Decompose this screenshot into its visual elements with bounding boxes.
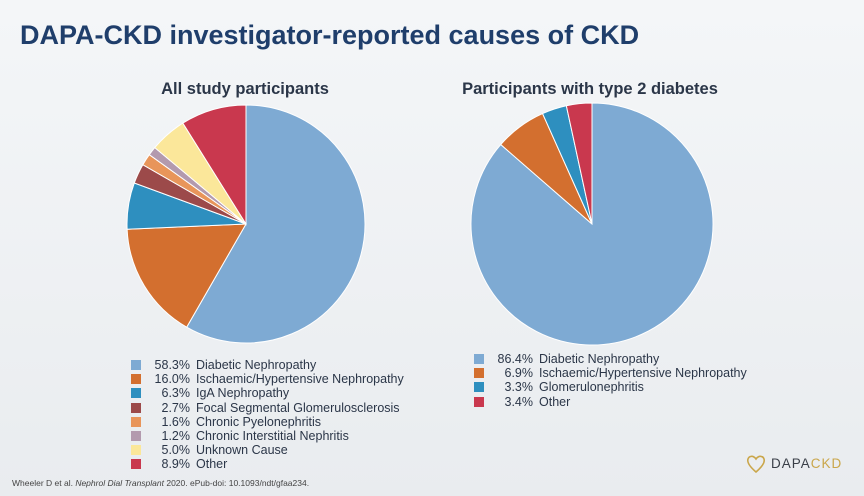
legend-label: Ischaemic/Hypertensive Nephropathy: [539, 366, 747, 381]
footnote-suffix: 2020. ePub-doi: 10.1093/ndt/gfaa234.: [163, 478, 310, 488]
legend-percent: 1.6%: [161, 414, 191, 429]
legend-percent: 5.0%: [161, 443, 191, 458]
legend-label: Other: [539, 394, 571, 409]
dapa-ckd-logo: DAPACKD: [745, 452, 842, 474]
heart-logo-icon: [746, 455, 766, 474]
pie-slice-ischaemic-hypertensive-nephropathy: [126, 223, 247, 328]
pie-chart-all-participants: [126, 104, 366, 344]
legend-swatch: [474, 368, 484, 379]
legend-percent: 2.7%: [161, 400, 191, 415]
legend-item: 5.0% Unknown Cause: [131, 443, 404, 457]
pie-slice-other: [182, 104, 247, 226]
legend-item: 1.6% Chronic Pyelonephritis: [131, 415, 404, 429]
legend-item: 1.2% Chronic Interstitial Nephritis: [131, 429, 404, 443]
pie-slice-other: [565, 102, 593, 225]
slide-title: DAPA-CKD investigator-reported causes of…: [20, 20, 640, 50]
legend-label: Chronic Interstitial Nephritis: [196, 429, 349, 444]
legend-label: Ischaemic/Hypertensive Nephropathy: [196, 372, 404, 387]
legend-swatch: [474, 396, 484, 407]
legend-item: 6.9% Ischaemic/Hypertensive Nephropathy: [474, 366, 747, 380]
legend-all-participants: 58.3% Diabetic Nephropathy 16.0% Ischaemic/…: [131, 358, 404, 472]
logo-text: DAPACKD: [771, 456, 842, 471]
pie-chart-type2-diabetes: [470, 102, 714, 346]
legend-swatch: [131, 402, 141, 413]
legend-label: Chronic Pyelonephritis: [196, 414, 322, 429]
legend-label: Focal Segmental Glomerulosclerosis: [196, 400, 400, 415]
legend-percent: 86.4%: [497, 352, 533, 367]
legend-label: Diabetic Nephropathy: [539, 352, 660, 367]
legend-swatch: [131, 374, 141, 385]
legend-percent: 6.3%: [161, 386, 191, 401]
legend-item: 58.3% Diabetic Nephropathy: [131, 358, 404, 372]
chart-title-all-participants: All study participants: [161, 80, 329, 98]
legend-label: Other: [196, 457, 228, 472]
legend-percent: 16.0%: [154, 372, 190, 387]
legend-percent: 3.3%: [504, 380, 534, 395]
legend-swatch: [131, 388, 141, 399]
legend-percent: 6.9%: [504, 366, 534, 381]
legend-label: IgA Nephropathy: [196, 386, 290, 401]
chart-title-type2-diabetes: Participants with type 2 diabetes: [462, 80, 718, 98]
legend-swatch: [474, 354, 484, 365]
legend-item: 3.4% Other: [474, 395, 747, 409]
footnote-journal: Nephrol Dial Transplant: [75, 478, 164, 488]
legend-item: 3.3% Glomerulonephritis: [474, 380, 747, 394]
legend-item: 8.9% Other: [131, 457, 404, 471]
legend-percent: 58.3%: [154, 358, 190, 373]
legend-swatch: [131, 459, 141, 470]
legend-swatch: [131, 445, 141, 456]
legend-item: 6.3% IgA Nephropathy: [131, 386, 404, 400]
legend-swatch: [131, 431, 141, 442]
legend-item: 2.7% Focal Segmental Glomerulosclerosis: [131, 401, 404, 415]
legend-label: Diabetic Nephropathy: [196, 358, 317, 373]
logo-text-accent: CKD: [810, 455, 843, 471]
legend-type2-diabetes: 86.4% Diabetic Nephropathy 6.9% Ischaemic/H…: [474, 352, 747, 409]
logo-text-main: DAPA: [771, 455, 811, 471]
footnote-prefix: Wheeler D et al.: [12, 478, 76, 488]
legend-swatch: [474, 382, 484, 393]
legend-label: Glomerulonephritis: [539, 380, 644, 395]
footnote: Wheeler D et al. Nephrol Dial Transplant…: [12, 478, 309, 488]
legend-label: Unknown Cause: [196, 443, 288, 458]
legend-swatch: [131, 416, 141, 427]
legend-percent: 8.9%: [161, 457, 191, 472]
legend-item: 86.4% Diabetic Nephropathy: [474, 352, 747, 366]
legend-percent: 1.2%: [161, 429, 191, 444]
legend-swatch: [131, 360, 141, 371]
pie-slice-diabetic-nephropathy: [186, 104, 366, 344]
legend-item: 16.0% Ischaemic/Hypertensive Nephropathy: [131, 372, 404, 386]
legend-percent: 3.4%: [504, 394, 534, 409]
